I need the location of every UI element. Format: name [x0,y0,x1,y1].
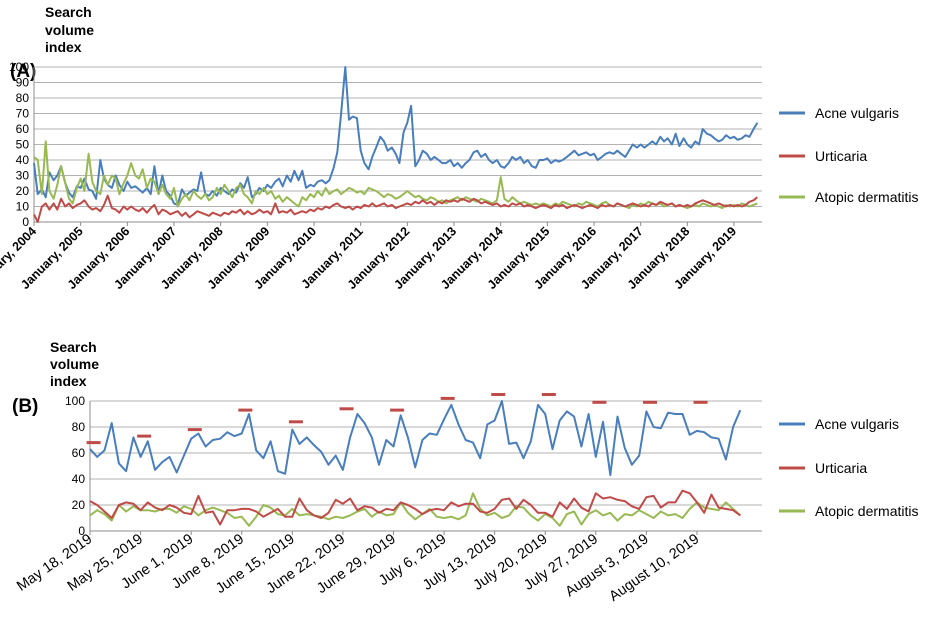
panel-b-legend-acne: Acne vulgaris [815,416,899,432]
panel-b-legend-atopic: Atopic dermatitis [815,503,918,519]
panel-a-legend: Acne vulgaris Urticaria Atopic dermatiti… [779,105,918,205]
panel-a-y-tick-label: 20 [16,184,30,198]
panel-b-series-acne-line [89,400,742,477]
panel-b-y-tick-label: 100 [65,394,85,408]
panel-a-y-tick-label: 40 [16,153,30,167]
panel-b-series-atopic-line [89,492,741,527]
panel-a-legend-atopic: Atopic dermatitis [815,189,918,205]
panel-b-ylabel-line-2: volume [50,356,99,372]
panel-a-y-tick-label: 70 [16,107,30,121]
panel-a-label: (A) [10,61,36,82]
panel-b-y-tick-label: 80 [72,420,86,434]
panel-a-legend-acne: Acne vulgaris [815,105,899,121]
panel-a-ylabel-line-3: index [45,39,82,55]
panel-a-y-tick-label: 80 [16,91,30,105]
panel-b-y-tick-label: 40 [72,472,86,486]
panel-b-weekend-markers [86,393,708,445]
panel-a-legend-urticaria: Urticaria [815,148,867,164]
panel-b-series [89,400,742,527]
panel-b-legend: Acne vulgaris Urticaria Atopic dermatiti… [779,416,918,519]
panel-a-series-urticaria-line [33,194,758,223]
panel-a-series-acne-line [33,66,759,206]
panel-a-y-tick-label: 0 [22,215,29,229]
panel-a-series [33,66,759,223]
panel-a-y-tick-label: 90 [16,76,30,90]
panel-b-ylabel-line-3: index [50,373,87,389]
panel-a-y-tick-label: 50 [16,138,30,152]
panel-b-x-tick-label: August 10, 2019 [607,531,703,605]
panel-a-y-tick-label: 60 [16,122,30,136]
panel-b-legend-urticaria: Urticaria [815,460,867,476]
panel-b-y-tick-label: 20 [72,498,86,512]
panel-b-y-tick-label: 0 [78,524,85,538]
panel-b-y-ticks: 0 20 40 60 80 100 [65,394,85,538]
panel-a-y-tick-label: 10 [16,200,30,214]
panel-a-gridlines [33,66,762,223]
panel-b: Search volume index (B) 0 20 40 60 80 100 May… [12,339,918,605]
panel-a-ylabel-line-1: Search [45,4,92,20]
panel-b-series-urticaria-line [89,489,741,526]
panel-a-series-atopic-line [33,140,758,210]
panel-a-ylabel-line-2: volume [45,22,94,38]
panel-b-ylabel-line-1: Search [50,339,97,355]
panel-a-y-tick-label: 100 [9,60,29,74]
panel-b-y-tick-label: 60 [72,446,86,460]
panel-a-y-tick-label: 30 [16,169,30,183]
panel-b-label: (B) [12,396,38,417]
